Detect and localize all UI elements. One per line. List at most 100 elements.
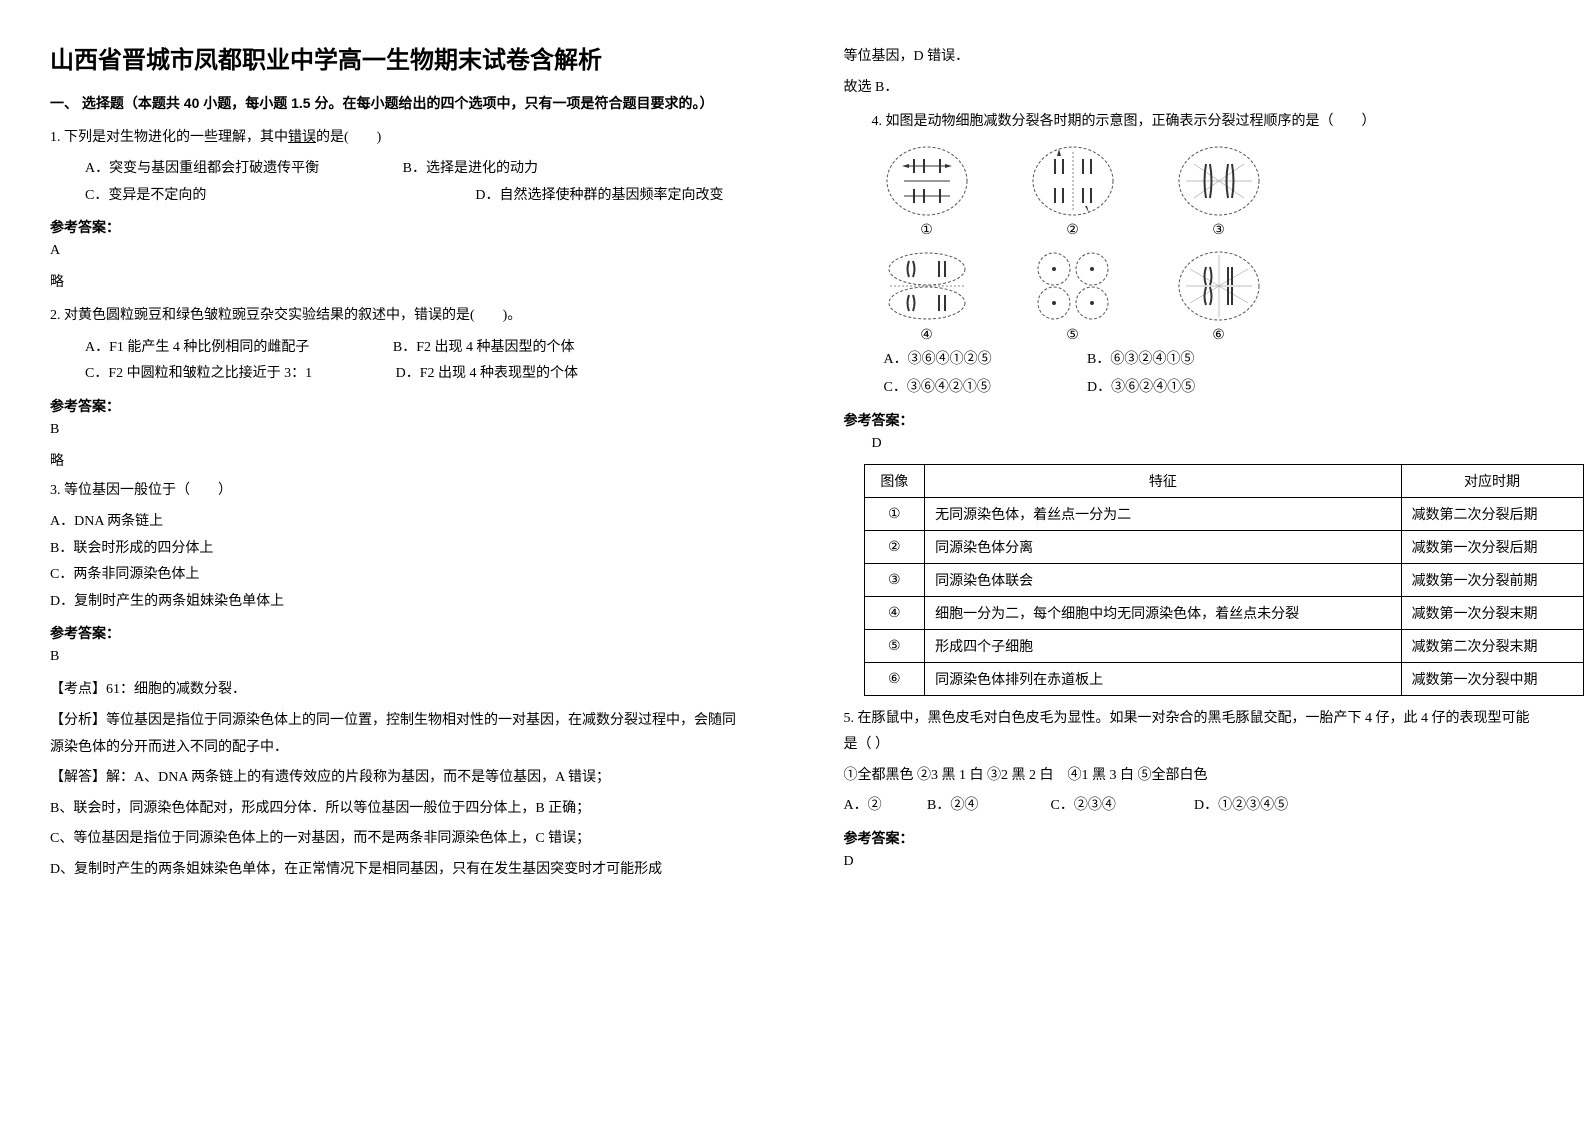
q1-ans: A	[50, 243, 744, 259]
fig-label-2: ②	[1066, 222, 1079, 239]
fig-cell-2: ②	[1030, 144, 1116, 239]
td: 同源染色体分离	[925, 531, 1401, 564]
q1-stem-pre: 1. 下列是对生物进化的一些理解，其中	[50, 130, 288, 145]
q3-analysis: 【分析】等位基因是指位于同源染色体上的同一位置，控制生物相对性的一对基因，在减数…	[50, 708, 744, 761]
q1-ans-label: 参考答案：	[50, 217, 744, 237]
q3-ans: B	[50, 649, 744, 665]
td: 细胞一分为二，每个细胞中均无同源染色体，着丝点未分裂	[925, 597, 1401, 630]
td: 减数第一次分裂后期	[1401, 531, 1583, 564]
q4-figure-row1: ① ② ③	[884, 144, 1538, 239]
table-row: ⑤形成四个子细胞减数第二次分裂末期	[864, 630, 1583, 663]
q3-point: 【考点】61：细胞的减数分裂．	[50, 677, 744, 704]
fig-label-4: ④	[920, 327, 933, 344]
table-header-row: 图像 特征 对应时期	[864, 465, 1583, 498]
cell-diagram-6	[1176, 249, 1262, 323]
td: 无同源染色体，着丝点一分为二	[925, 498, 1401, 531]
td: ②	[864, 531, 925, 564]
q2-A: A．F1 能产生 4 种比例相同的雌配子	[85, 335, 309, 362]
th-2: 对应时期	[1401, 465, 1583, 498]
q2-stem: 2. 对黄色圆粒豌豆和绿色皱粒豌豆杂交实验结果的叙述中，错误的是( )。	[50, 303, 744, 328]
cell-diagram-4	[884, 249, 970, 323]
section-1-head: 一、 选择题（本题共 40 小题，每小题 1.5 分。在每小题给出的四个选项中，…	[50, 93, 744, 113]
q4-ans: D	[872, 436, 1538, 452]
table-row: ③同源染色体联会减数第一次分裂前期	[864, 564, 1583, 597]
q5-D: D．①②③④⑤	[1194, 798, 1288, 813]
q4-B: B．⑥③②④①⑤	[1087, 352, 1194, 367]
q5-C: C．②③④	[1051, 793, 1191, 820]
td: 形成四个子细胞	[925, 630, 1401, 663]
q1-note: 略	[50, 271, 744, 291]
q2-options: A．F1 能产生 4 种比例相同的雌配子 B．F2 出现 4 种基因型的个体 C…	[85, 335, 744, 388]
table-row: ①无同源染色体，着丝点一分为二减数第二次分裂后期	[864, 498, 1583, 531]
table-row: ②同源染色体分离减数第一次分裂后期	[864, 531, 1583, 564]
th-0: 图像	[864, 465, 925, 498]
q3-B: B．联会时形成的四分体上	[50, 536, 744, 563]
fig-cell-5: ⑤	[1030, 249, 1116, 344]
q4-figure-row2: ④ ⑤ ⑥	[884, 249, 1538, 344]
right-column: 等位基因，D 错误． 故选 B． 4. 如图是动物细胞减数分裂各时期的示意图，正…	[794, 0, 1587, 1122]
q4-table: 图像 特征 对应时期 ①无同源染色体，着丝点一分为二减数第二次分裂后期 ②同源染…	[864, 464, 1584, 696]
td: ③	[864, 564, 925, 597]
q1-B: B．选择是进化的动力	[403, 156, 538, 183]
q4-options: A．③⑥④①②⑤ B．⑥③②④①⑤ C．③⑥④②①⑤ D．③⑥②④①⑤	[884, 346, 1538, 402]
q2-D: D．F2 出现 4 种表现型的个体	[396, 361, 578, 388]
q5-A: A．②	[844, 793, 924, 820]
q2-ans: B	[50, 422, 744, 438]
cell-diagram-3	[1176, 144, 1262, 218]
table-row: ④细胞一分为二，每个细胞中均无同源染色体，着丝点未分裂减数第一次分裂末期	[864, 597, 1583, 630]
q3-solve-end: 故选 B．	[844, 75, 1538, 102]
td: 减数第二次分裂末期	[1401, 630, 1583, 663]
q4-C: C．③⑥④②①⑤	[884, 374, 1084, 402]
td: 减数第一次分裂前期	[1401, 564, 1583, 597]
q5-B: B．②④	[927, 793, 1047, 820]
td: 减数第一次分裂中期	[1401, 663, 1583, 696]
td: ⑤	[864, 630, 925, 663]
q5-stem: 5. 在豚鼠中，黑色皮毛对白色皮毛为显性。如果一对杂合的黑毛豚鼠交配，一胎产下 …	[844, 706, 1538, 756]
q3-solve-D: D、复制时产生的两条姐妹染色单体，在正常情况下是相同基因，只有在发生基因突变时才…	[50, 857, 744, 884]
table-body: ①无同源染色体，着丝点一分为二减数第二次分裂后期 ②同源染色体分离减数第一次分裂…	[864, 498, 1583, 696]
fig-cell-1: ①	[884, 144, 970, 239]
q3-solve-D2: 等位基因，D 错误．	[844, 44, 1538, 71]
q1-options: A．突变与基因重组都会打破遗传平衡 B．选择是进化的动力 C．变异是不定向的 D…	[85, 156, 744, 209]
q3-solve-C: C、等位基因是指位于同源染色体上的一对基因，而不是两条非同源染色体上，C 错误；	[50, 826, 744, 853]
q1-stem: 1. 下列是对生物进化的一些理解，其中错误的是( )	[50, 125, 744, 150]
q4-stem: 4. 如图是动物细胞减数分裂各时期的示意图，正确表示分裂过程顺序的是（ ）	[872, 109, 1538, 134]
fig-label-5: ⑤	[1066, 327, 1079, 344]
q2-C: C．F2 中圆粒和皱粒之比接近于 3：1	[85, 361, 312, 388]
q2-B: B．F2 出现 4 种基因型的个体	[393, 335, 575, 362]
q5-opts-line: ①全都黑色 ②3 黑 1 白 ③2 黑 2 白 ④1 黑 3 白 ⑤全部白色	[844, 763, 1538, 790]
q3-solve-B: B、联会时，同源染色体配对，形成四分体．所以等位基因一般位于四分体上，B 正确；	[50, 796, 744, 823]
q3-ans-label: 参考答案：	[50, 623, 744, 643]
fig-label-6: ⑥	[1212, 327, 1225, 344]
td: 同源染色体排列在赤道板上	[925, 663, 1401, 696]
cell-diagram-5	[1030, 249, 1116, 323]
q3-stem: 3. 等位基因一般位于（ ）	[50, 478, 744, 503]
q1-stem-underline: 错误	[288, 130, 316, 145]
left-column: 山西省晋城市凤都职业中学高一生物期末试卷含解析 一、 选择题（本题共 40 小题…	[0, 0, 794, 1122]
q3-A: A．DNA 两条链上	[50, 509, 744, 536]
td: 同源染色体联会	[925, 564, 1401, 597]
q1-stem-post: 的是( )	[316, 130, 381, 145]
q1-A: A．突变与基因重组都会打破遗传平衡	[85, 156, 319, 183]
table-row: ⑥同源染色体排列在赤道板上减数第一次分裂中期	[864, 663, 1583, 696]
page-title: 山西省晋城市凤都职业中学高一生物期末试卷含解析	[50, 40, 744, 75]
fig-cell-4: ④	[884, 249, 970, 344]
q2-ans-label: 参考答案：	[50, 396, 744, 416]
q5-ans-label: 参考答案：	[844, 828, 1538, 848]
fig-label-3: ③	[1212, 222, 1225, 239]
td: 减数第一次分裂末期	[1401, 597, 1583, 630]
cell-diagram-1	[884, 144, 970, 218]
q4-A: A．③⑥④①②⑤	[884, 346, 1084, 374]
q5-options: A．② B．②④ C．②③④ D．①②③④⑤	[844, 793, 1538, 820]
q5-ans: D	[844, 854, 1538, 870]
th-1: 特征	[925, 465, 1401, 498]
q4-D: D．③⑥②④①⑤	[1087, 380, 1195, 395]
fig-label-1: ①	[920, 222, 933, 239]
q1-D: D．自然选择使种群的基因频率定向改变	[475, 183, 723, 210]
fig-cell-6: ⑥	[1176, 249, 1262, 344]
q3-C: C．两条非同源染色体上	[50, 562, 744, 589]
td: ①	[864, 498, 925, 531]
q3-solve-head: 【解答】解：A、DNA 两条链上的有遗传效应的片段称为基因，而不是等位基因，A …	[50, 765, 744, 792]
q2-note: 略	[50, 450, 744, 470]
q4-ans-label: 参考答案：	[844, 410, 1538, 430]
